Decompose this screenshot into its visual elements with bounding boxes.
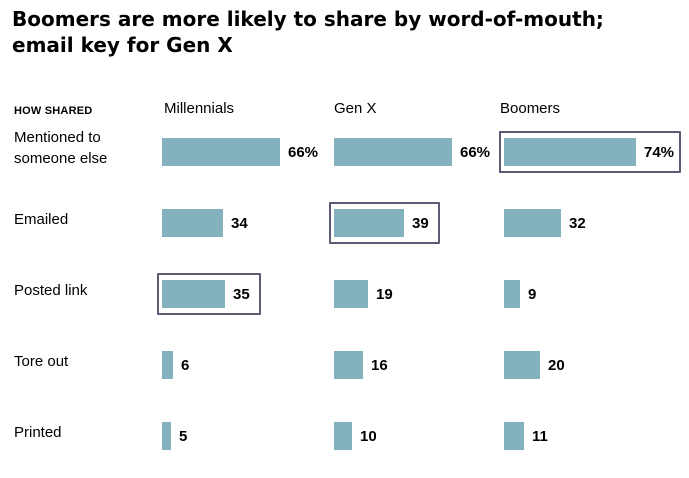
chart-title: Boomers are more likely to share by word… (12, 7, 604, 57)
value-label-gen-x-tore-out: 16 (371, 357, 388, 374)
bar-millennials-emailed (162, 209, 223, 237)
bar-gen-x-mentioned-to-someone-else (334, 138, 452, 166)
row-label-line: someone else (14, 150, 108, 167)
value-label-boomers-mentioned-to-someone-else: 74% (644, 144, 675, 161)
value-label-boomers-emailed: 32 (569, 215, 586, 232)
bar-boomers-printed (504, 422, 524, 450)
bar-gen-x-emailed (334, 209, 404, 237)
bar-millennials-tore-out (162, 351, 173, 379)
highlight-box-boomers-mentioned-to-someone-else (499, 131, 681, 173)
row-label-printed: Printed (14, 422, 154, 443)
bar-boomers-mentioned-to-someone-else (504, 138, 636, 166)
row-label-line: Printed (14, 423, 62, 441)
value-label-millennials-posted-link: 35 (233, 286, 250, 303)
bar-millennials-mentioned-to-someone-else (162, 138, 280, 166)
bar-millennials-posted-link (162, 280, 225, 308)
row-label-line: Tore out (14, 352, 69, 370)
column-header-millennials: Millennials (164, 100, 235, 117)
value-label-gen-x-printed: 10 (360, 428, 377, 445)
highlight-box-gen-x-emailed (329, 202, 440, 244)
row-label-line: Emailed (14, 210, 69, 228)
row-label-line: Posted link (14, 281, 88, 299)
value-label-boomers-posted-link: 9 (528, 286, 537, 303)
value-label-gen-x-posted-link: 19 (376, 286, 393, 303)
column-header-boomers: Boomers (500, 100, 561, 117)
value-label-boomers-tore-out: 20 (548, 357, 565, 374)
column-header-gen-x: Gen X (334, 100, 377, 117)
highlight-box-millennials-posted-link (157, 273, 261, 315)
bar-gen-x-posted-link (334, 280, 368, 308)
row-label-tore-out: Tore out (14, 351, 154, 372)
row-label-line: Mentioned to (14, 129, 101, 146)
value-label-gen-x-emailed: 39 (412, 215, 429, 232)
value-label-millennials-mentioned-to-someone-else: 66% (288, 144, 319, 161)
row-header: HOW SHARED (14, 105, 93, 117)
bar-gen-x-printed (334, 422, 352, 450)
value-label-gen-x-mentioned-to-someone-else: 66% (460, 144, 491, 161)
row-label-emailed: Emailed (14, 209, 154, 230)
bar-boomers-posted-link (504, 280, 520, 308)
bar-boomers-emailed (504, 209, 561, 237)
bar-boomers-tore-out (504, 351, 540, 379)
value-label-millennials-emailed: 34 (231, 215, 248, 232)
value-label-boomers-printed: 11 (532, 428, 548, 445)
bar-millennials-printed (162, 422, 171, 450)
row-label-posted-link: Posted link (14, 280, 154, 301)
value-label-millennials-printed: 5 (179, 428, 188, 445)
value-label-millennials-tore-out: 6 (181, 357, 190, 374)
row-label-mentioned-to-someone-else: Mentioned to someone else (14, 127, 154, 169)
bar-gen-x-tore-out (334, 351, 363, 379)
